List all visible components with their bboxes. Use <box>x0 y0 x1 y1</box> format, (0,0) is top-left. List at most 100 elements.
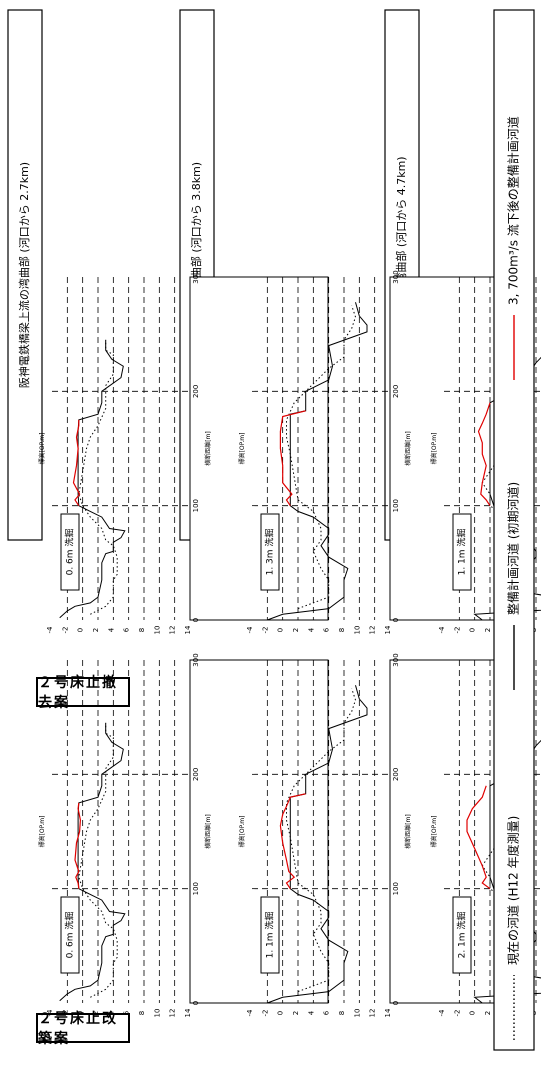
y-tick-label: 6 <box>123 1010 131 1015</box>
series-line <box>72 419 81 507</box>
series-line <box>78 339 118 615</box>
legend-label: 整備計画河道 (初期河道) <box>506 482 521 615</box>
series-line <box>481 362 529 518</box>
y-tick-label: -2 <box>261 627 269 634</box>
annotation-box <box>452 513 472 591</box>
y-tick-label: 0 <box>277 1011 285 1015</box>
y-axis-label: 標高[OP.m] <box>38 816 46 848</box>
x-tick-label: 100 <box>392 499 400 512</box>
annotation-label: 1. 3m 洗掘 <box>264 529 276 576</box>
y-tick-label: 12 <box>369 626 377 635</box>
x-axis-label: 横断距離[m] <box>404 814 412 849</box>
annotation-box <box>60 513 80 591</box>
row-label-modification: ２号床止改築案 <box>36 1011 130 1047</box>
y-tick-label: 2 <box>292 628 300 632</box>
y-tick-label: 14 <box>184 625 192 634</box>
series-line <box>477 402 491 507</box>
series-line <box>59 722 126 1002</box>
x-tick-label: 300 <box>392 270 400 283</box>
y-axis-label: 標高[OP.m] <box>238 433 246 465</box>
annotation-label: 0. 6m 洗掘 <box>64 912 76 959</box>
y-tick-label: 12 <box>169 1009 177 1018</box>
y-tick-label: -4 <box>246 1009 254 1017</box>
y-tick-label: 6 <box>123 627 131 632</box>
y-tick-label: 8 <box>138 628 146 632</box>
x-tick-label: 100 <box>192 499 200 512</box>
y-tick-label: 6 <box>323 627 331 632</box>
chart-title-box <box>7 9 43 541</box>
y-tick-label: 4 <box>307 1010 315 1015</box>
x-axis-label: 横断距離[m] <box>204 431 212 466</box>
chart-title: 阪神電鉄橋梁上流の湾曲部 (河口から 2.7km) <box>17 162 31 388</box>
series-line <box>279 410 306 507</box>
x-axis-label: 横断距離[m] <box>404 431 412 466</box>
y-tick-label: 4 <box>307 627 315 632</box>
y-tick-label: 8 <box>138 1011 146 1015</box>
y-axis-label: 標高[OP.m] <box>430 816 438 848</box>
legend-label: 3, 700m³/s 流下後の整備計画河道 <box>506 116 521 305</box>
y-tick-label: 8 <box>338 1011 346 1015</box>
x-tick-label: 0 <box>192 618 200 622</box>
y-tick-label: 0 <box>77 1011 85 1015</box>
y-tick-label: 2 <box>92 1011 100 1015</box>
y-tick-label: -2 <box>61 1010 69 1017</box>
y-tick-label: -2 <box>453 1010 461 1017</box>
x-axis-label: 横断距離[m] <box>204 814 212 849</box>
y-tick-label: 2 <box>484 1011 492 1015</box>
y-tick-label: 14 <box>384 625 392 634</box>
y-tick-label: -4 <box>246 626 254 634</box>
y-tick-label: 2 <box>484 628 492 632</box>
x-tick-label: 300 <box>192 653 200 666</box>
y-tick-label: 14 <box>384 1008 392 1017</box>
series-line <box>466 785 491 890</box>
y-tick-label: 2 <box>292 1011 300 1015</box>
series-line <box>59 339 126 619</box>
y-tick-label: 0 <box>77 628 85 632</box>
annotation-label: 0. 6m 洗掘 <box>64 529 76 576</box>
y-tick-label: 6 <box>323 1010 331 1015</box>
plot-frame <box>189 276 329 621</box>
annotation-label: 1. 1m 洗掘 <box>456 529 468 576</box>
series-line <box>481 745 529 901</box>
x-tick-label: 300 <box>392 653 400 666</box>
y-tick-label: 4 <box>107 627 115 632</box>
x-tick-label: 0 <box>192 1001 200 1005</box>
y-tick-label: 0 <box>469 1011 477 1015</box>
x-tick-label: 0 <box>392 618 400 622</box>
series-line <box>267 302 368 621</box>
annotation-label: 1. 1m 洗掘 <box>264 912 276 959</box>
y-tick-label: 10 <box>153 626 161 635</box>
y-tick-label: 12 <box>169 626 177 635</box>
y-tick-label: 0 <box>277 628 285 632</box>
y-tick-label: 10 <box>353 1009 361 1018</box>
annotation-box <box>260 513 280 591</box>
x-tick-label: 200 <box>192 385 200 398</box>
y-tick-label: 10 <box>153 1009 161 1018</box>
y-tick-label: 2 <box>92 628 100 632</box>
x-tick-label: 100 <box>392 882 400 895</box>
y-tick-label: 14 <box>184 1008 192 1017</box>
series-line <box>78 722 118 998</box>
y-axis-label: 標高[OP.m] <box>38 433 46 465</box>
plot-frame <box>189 659 329 1004</box>
y-tick-label: -4 <box>46 626 54 634</box>
y-tick-label: -2 <box>453 627 461 634</box>
y-axis-label: 標高[OP.m] <box>238 816 246 848</box>
series-line <box>74 802 82 889</box>
annotation-box <box>452 896 472 974</box>
y-tick-label: -4 <box>438 1009 446 1017</box>
x-tick-label: 300 <box>192 270 200 283</box>
x-tick-label: 0 <box>392 1001 400 1005</box>
y-tick-label: -4 <box>438 626 446 634</box>
y-tick-label: 8 <box>338 628 346 632</box>
annotation-box <box>60 896 80 974</box>
annotation-label: 2. 1m 洗掘 <box>456 912 468 959</box>
y-tick-label: 0 <box>469 628 477 632</box>
y-tick-label: 12 <box>369 1009 377 1018</box>
x-tick-label: 200 <box>392 385 400 398</box>
annotation-box <box>260 896 280 974</box>
y-tick-label: 4 <box>107 1010 115 1015</box>
